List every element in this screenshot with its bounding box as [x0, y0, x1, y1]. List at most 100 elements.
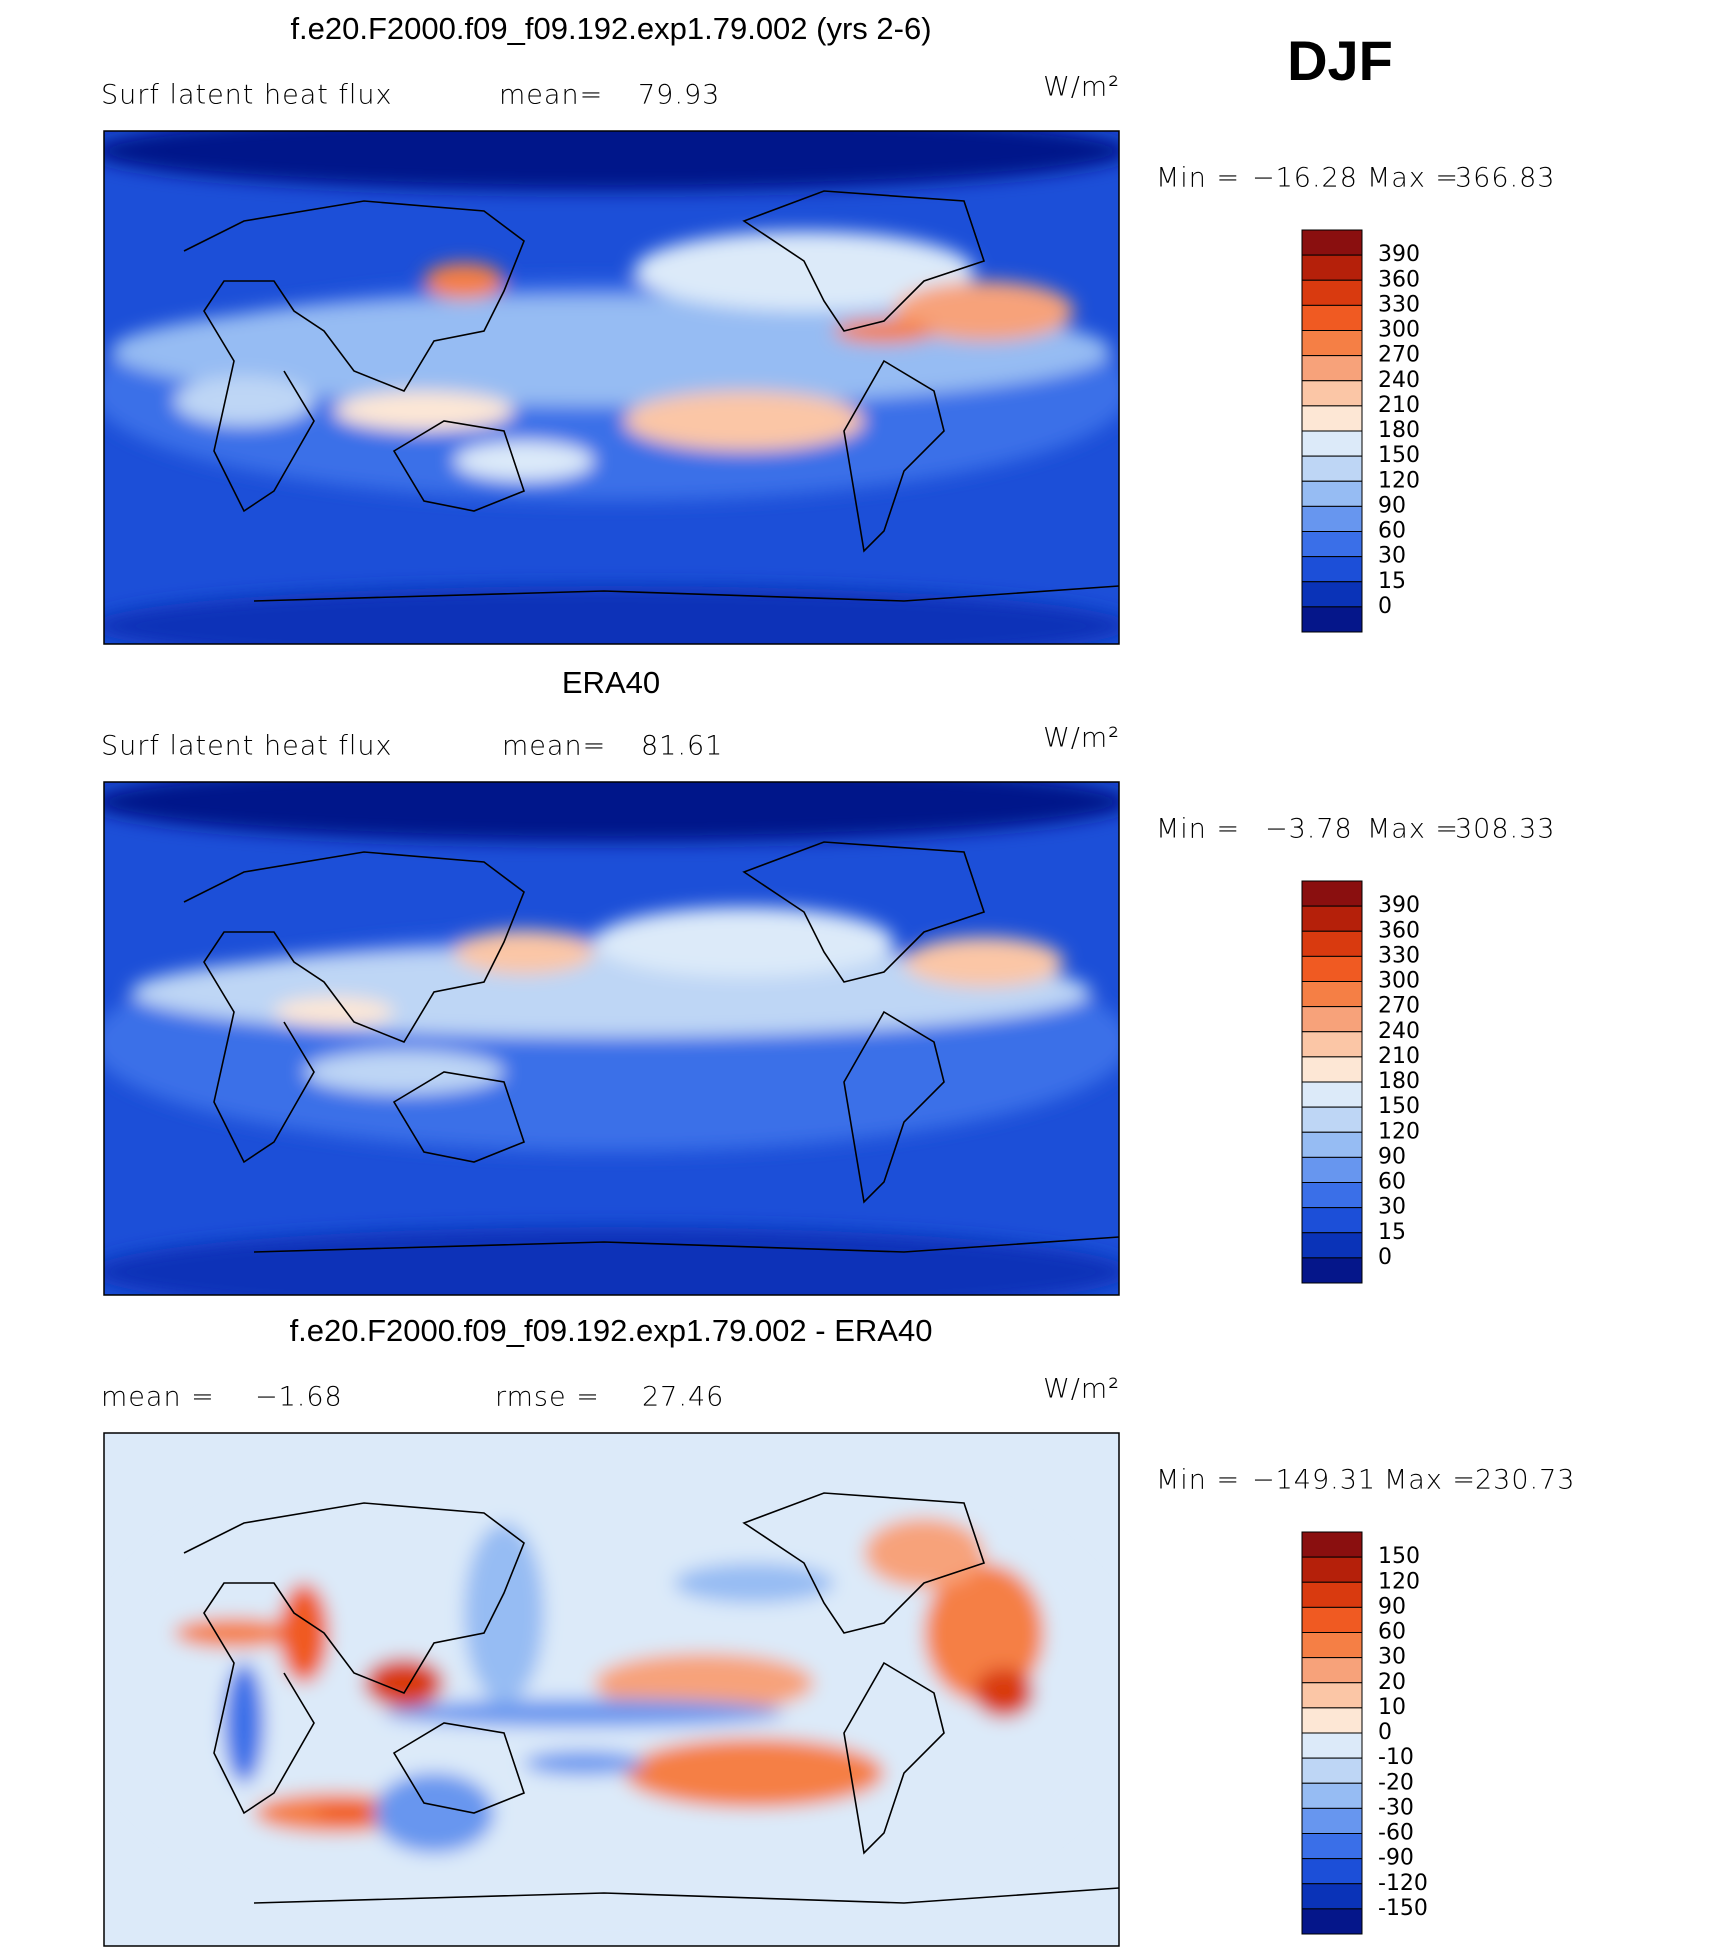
field-region: [384, 1699, 784, 1727]
colorbar-box: [1301, 1156, 1363, 1183]
colorbar-box: [1301, 930, 1363, 957]
range-label: −149.31: [1252, 1465, 1376, 1496]
field-region: [454, 441, 594, 481]
stat-label: 27.46: [642, 1382, 724, 1413]
colorbar-label: -60: [1378, 1821, 1414, 1846]
colorbar-box: [1301, 1632, 1363, 1659]
field-region: [104, 131, 1119, 191]
colorbar-box: [1301, 1707, 1363, 1734]
colorbar-label: 90: [1378, 1144, 1406, 1169]
colorbar-label: 240: [1378, 368, 1420, 393]
colorbar-label: -10: [1378, 1745, 1414, 1770]
colorbar-box: [1301, 1657, 1363, 1684]
field-region: [634, 231, 974, 311]
colorbar-label: 60: [1378, 1620, 1406, 1645]
colorbar-box: [1301, 955, 1363, 982]
field-region: [104, 586, 1119, 644]
colorbar-label: 30: [1378, 544, 1406, 569]
colorbar-box: [1301, 556, 1363, 583]
colorbar-box: [1301, 1782, 1363, 1809]
season-label: DJF: [1287, 29, 1393, 92]
colorbar-box: [1301, 1757, 1363, 1784]
field-region: [594, 1653, 814, 1713]
colorbar-label: -30: [1378, 1795, 1414, 1820]
field-region: [314, 1803, 394, 1823]
stat-label: mean =: [101, 1382, 215, 1413]
colorbar-box: [1301, 880, 1363, 907]
colorbar-box: [1301, 1908, 1363, 1935]
field-region: [274, 997, 394, 1027]
field-region: [864, 1518, 984, 1588]
colorbar-box: [1301, 1056, 1363, 1083]
colorbar-label: 180: [1378, 1069, 1420, 1094]
colorbar-label: 0: [1378, 594, 1392, 619]
field-region: [834, 319, 934, 343]
field-region: [364, 1658, 444, 1708]
field-region: [104, 1227, 1119, 1295]
colorbar-label: 270: [1378, 343, 1420, 368]
colorbar-box: [1301, 1531, 1363, 1558]
field-region: [464, 1523, 544, 1703]
colorbar-label: 210: [1378, 1044, 1420, 1069]
colorbar-label: 90: [1378, 493, 1406, 518]
colorbar-box: [1301, 304, 1363, 331]
colorbar-box: [1301, 1106, 1363, 1133]
coastline: [183, 1492, 1119, 1904]
field-region: [594, 907, 894, 977]
colorbar-label: 0: [1378, 1245, 1392, 1270]
colorbar-label: 30: [1378, 1645, 1406, 1670]
colorbar-label: 90: [1378, 1594, 1406, 1619]
panel-title: f.e20.F2000.f09_f09.192.exp1.79.002 - ER…: [290, 1313, 933, 1348]
colorbar-box: [1301, 1807, 1363, 1834]
field-region: [624, 1738, 884, 1808]
colorbar-box: [1301, 1232, 1363, 1259]
coastline: [183, 841, 1119, 1253]
colorbar-box: [1301, 981, 1363, 1008]
field-region: [424, 263, 504, 299]
colorbar-label: 270: [1378, 994, 1420, 1019]
colorbar-box: [1301, 355, 1363, 382]
colorbar-label: 120: [1378, 1569, 1420, 1594]
colorbar-label: 60: [1378, 1170, 1406, 1195]
map: [104, 1433, 1119, 1946]
colorbar-box: [1301, 505, 1363, 532]
colorbar-box: [1301, 380, 1363, 407]
panel-title: ERA40: [562, 665, 660, 700]
colorbar-label: 30: [1378, 1195, 1406, 1220]
colorbar-label: 120: [1378, 468, 1420, 493]
range-label: 366.83: [1455, 163, 1555, 194]
range-label: 308.33: [1455, 814, 1555, 845]
colorbar-label: 120: [1378, 1119, 1420, 1144]
colorbar-box: [1301, 279, 1363, 306]
colorbar-box: [1301, 1606, 1363, 1633]
colorbar-box: [1301, 1081, 1363, 1108]
colorbar-label: 300: [1378, 318, 1420, 343]
stat-label: 79.93: [638, 80, 720, 111]
colorbar-label: 210: [1378, 393, 1420, 418]
range-label: Max =: [1384, 1465, 1476, 1496]
stat-label: Surf latent heat flux: [101, 731, 393, 762]
colorbar-box: [1301, 1207, 1363, 1234]
colorbar-label: 180: [1378, 418, 1420, 443]
colorbar-label: 150: [1378, 1094, 1420, 1119]
colorbar-label: 15: [1378, 1220, 1406, 1245]
colorbar-box: [1301, 1581, 1363, 1608]
field-region: [374, 1773, 494, 1853]
colorbar-box: [1301, 581, 1363, 608]
field-region: [174, 376, 314, 426]
field-region: [974, 1668, 1034, 1718]
stat-label: mean=: [502, 731, 606, 762]
stat-label: rmse =: [495, 1382, 600, 1413]
range-label: 230.73: [1475, 1465, 1575, 1496]
colorbar-label: 240: [1378, 1019, 1420, 1044]
field-region: [174, 1618, 294, 1648]
colorbar-label: 0: [1378, 1720, 1392, 1745]
units-label: W/m²: [1043, 723, 1120, 754]
field-region: [304, 1050, 504, 1094]
colorbar-label: 300: [1378, 969, 1420, 994]
range-label: Min =: [1156, 814, 1240, 845]
colorbar-label: 60: [1378, 519, 1406, 544]
coastline: [183, 190, 1119, 602]
colorbar-box: [1301, 1006, 1363, 1033]
